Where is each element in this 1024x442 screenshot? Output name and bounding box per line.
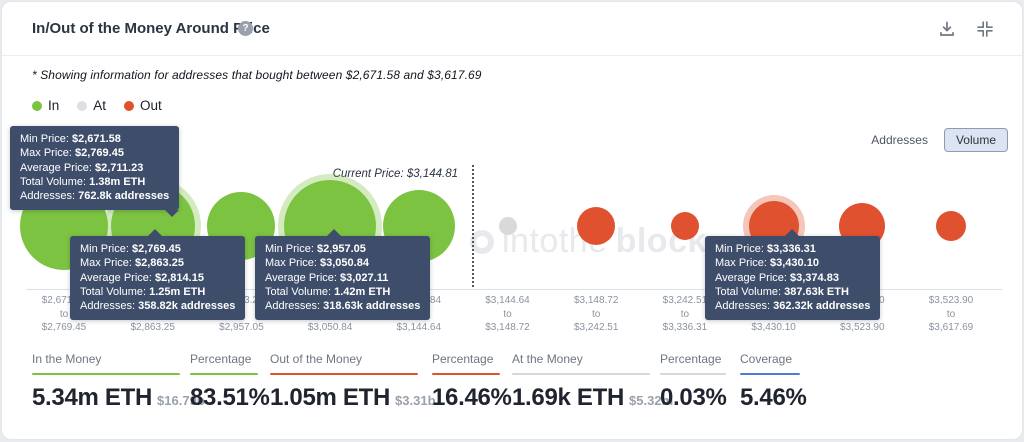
summary-value: 16.46% — [432, 384, 512, 411]
bubble-tooltip: Min Price: $2,671.58 Max Price: $2,769.45… — [10, 126, 180, 218]
summary-underline — [270, 373, 418, 375]
bubble-at[interactable] — [498, 217, 517, 235]
summary-label: At the Money — [512, 352, 583, 366]
x-axis-label: $2,671.58 to $2,769.45 — [41, 295, 87, 333]
x-axis-label: $3,144.64 to $3,148.72 — [485, 295, 530, 333]
legend-label: At — [93, 98, 107, 113]
summary-label: Percentage — [190, 352, 252, 366]
summary-card: Coverage 5.46% — [740, 352, 807, 412]
tooltip-arrow — [327, 229, 341, 236]
tooltip-arrow — [148, 229, 162, 236]
tooltip-arrow — [165, 210, 179, 218]
summary-value: 5.46% — [740, 384, 807, 411]
summary-underline — [740, 373, 800, 375]
help-icon[interactable]: ? — [238, 21, 253, 36]
summary-card: Percentage 83.51% — [190, 352, 270, 412]
out-dot-icon — [124, 100, 135, 111]
summary-secondary: $5.32m — [629, 393, 674, 408]
bubble-tooltip: Min Price: $3,336.31 Max Price: $3,430.10… — [705, 229, 881, 321]
summary-label: Percentage — [432, 352, 494, 366]
legend-item-at[interactable]: At — [77, 98, 106, 113]
at-dot-icon — [77, 100, 88, 111]
tooltip-arrow — [785, 229, 799, 236]
x-axis-label: $3,523.90 to $3,617.69 — [928, 295, 974, 333]
download-icon[interactable] — [938, 20, 956, 38]
summary-underline — [190, 373, 258, 375]
summary-value: 1.69k ETH $5.32m — [512, 384, 674, 411]
bubble-out[interactable] — [670, 212, 699, 240]
summary-card: Out of the Money 1.05m ETH $3.31b — [270, 352, 436, 412]
summary-card: Percentage 16.46% — [432, 352, 512, 412]
x-axis-line — [26, 289, 1002, 290]
legend-item-in[interactable]: In — [32, 98, 59, 113]
legend-item-out[interactable]: Out — [124, 98, 162, 113]
summary-label: Out of the Money — [270, 352, 363, 366]
summary-card: In the Money 5.34m ETH $16.79b — [32, 352, 205, 412]
x-axis-label: $3,242.51 to $3,336.31 — [662, 295, 708, 333]
summary-label: Percentage — [660, 352, 722, 366]
summary-card: Percentage 0.03% — [660, 352, 727, 412]
summary-underline — [32, 373, 180, 375]
bubble-out[interactable] — [577, 207, 616, 245]
summary-underline — [432, 373, 500, 375]
summary-value: 5.34m ETH $16.79b — [32, 384, 205, 411]
summary-secondary: $3.31b — [395, 393, 436, 408]
summary-label: Coverage — [740, 352, 793, 366]
addresses-toggle-button[interactable]: Addresses — [859, 128, 940, 152]
summary-value: 83.51% — [190, 384, 270, 411]
x-axis-label: $3,148.72 to $3,242.51 — [573, 295, 619, 333]
view-toggle: Addresses Volume — [859, 128, 1014, 152]
summary-label: In the Money — [32, 352, 102, 366]
current-price-label: Current Price: $3,144.81 — [332, 168, 458, 180]
legend-label: In — [48, 98, 60, 113]
legend-label: Out — [140, 98, 162, 113]
chart-legend: In At Out — [32, 98, 162, 113]
summary-card: At the Money 1.69k ETH $5.32m — [512, 352, 673, 412]
summary-value: 1.05m ETH $3.31b — [270, 384, 436, 411]
widget-header: In/Out of the Money Around Price ? — [2, 2, 1022, 56]
bubble-tooltip: Min Price: $2,769.45 Max Price: $2,863.25… — [70, 229, 246, 321]
in-dot-icon — [32, 100, 42, 111]
summary-underline — [660, 373, 726, 375]
volume-toggle-button[interactable]: Volume — [943, 128, 1008, 152]
summary-value: 0.03% — [660, 384, 727, 411]
summary-secondary: $16.79b — [157, 393, 205, 408]
collapse-icon[interactable] — [976, 20, 994, 38]
bubble-tooltip: Min Price: $2,957.05 Max Price: $3,050.84… — [255, 229, 431, 321]
range-note: * Showing information for addresses that… — [32, 68, 482, 82]
summary-underline — [512, 373, 650, 375]
bubble-out[interactable] — [936, 211, 966, 241]
current-price-line — [472, 165, 474, 287]
page-title: In/Out of the Money Around Price — [32, 20, 270, 37]
